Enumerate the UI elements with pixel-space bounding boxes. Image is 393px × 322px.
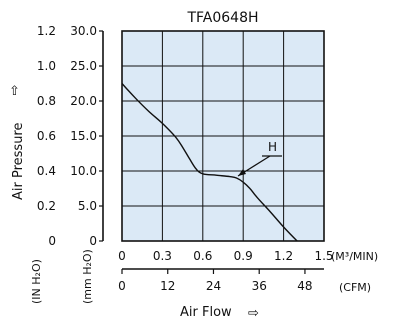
y-tick-label-in: 0.4 [37,164,56,178]
y-tick-label-mm: 20.0 [70,94,97,108]
x-unit-m3: (M³/MIN) [331,250,378,263]
x-axis-cfm: 0 12 24 36 48 [118,268,324,293]
x-tick-label-m3: 1.2 [274,249,293,263]
x-tick-label-m3: 1.5 [314,249,333,263]
y-tick-label-in: 1.0 [37,59,56,73]
y-unit-in: (IN H₂O) [30,259,43,304]
y-tick-label-in: 0.8 [37,94,56,108]
x-tick-label-m3: 0.9 [234,249,253,263]
y-arrow-icon: ⇧ [9,84,20,99]
x-tick-label-cfm: 36 [252,279,267,293]
y-unit-mm: (mm H₂O) [81,249,94,304]
series-line-h [121,83,298,242]
x-tick-label-m3: 0.6 [193,249,212,263]
y-tick-label-mm: 25.0 [70,59,97,73]
x-tick-label-cfm: 24 [206,279,221,293]
grid-lines [122,31,324,241]
y-tick-label-in: 0.6 [37,129,56,143]
y-tick-label-mm: 0 [89,234,97,248]
annotation-h: H [237,140,282,177]
annotation-label: H [268,140,277,154]
y-tick-label-in: 0.2 [37,199,56,213]
x-tick-label-m3: 0.3 [153,249,172,263]
x-tick-label-m3: 0 [118,249,126,263]
y-axis-mm: 0 5.0 10.0 15.0 20.0 25.0 30.0 [70,24,104,248]
x-arrow-icon: ⇨ [248,306,259,321]
x-axis-m3: 0 0.3 0.6 0.9 1.2 1.5 [118,249,333,263]
y-tick-label-mm: 15.0 [70,129,97,143]
x-tick-label-cfm: 12 [160,279,175,293]
y-tick-label-mm: 30.0 [70,24,97,38]
y-tick-label-in: 0 [48,234,56,248]
x-axis-label: Air Flow [180,305,232,320]
annotation-arrowhead [238,169,246,176]
x-unit-cfm: (CFM) [339,281,371,294]
y-tick-label-mm: 5.0 [78,199,97,213]
y-tick-label-in: 1.2 [37,24,56,38]
x-tick-label-cfm: 48 [297,279,312,293]
plot-border [121,30,325,242]
x-tick-label-cfm: 0 [118,279,126,293]
y-axis-in: 0 0.2 0.4 0.6 0.8 1.0 1.2 [37,24,56,248]
y-axis-label: Air Pressure [11,123,26,201]
chart-title: TFA0648H [186,10,258,26]
y-tick-label-mm: 10.0 [70,164,97,178]
